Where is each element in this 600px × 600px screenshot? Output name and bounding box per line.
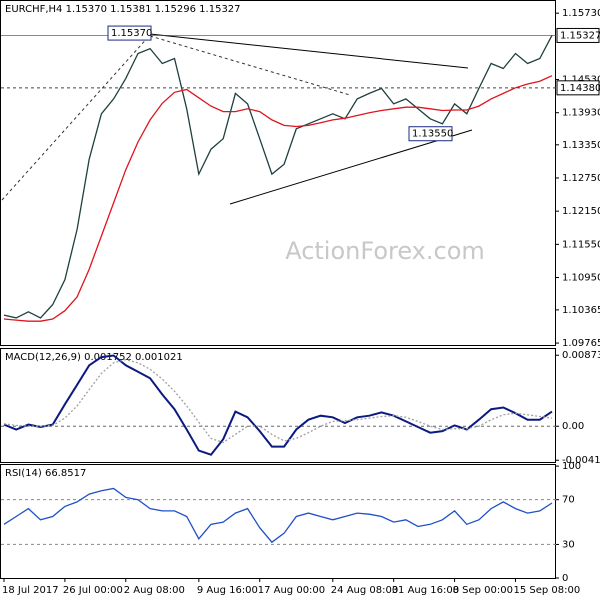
series-line [3,487,553,544]
y-tick-label: 1.11550 [562,239,600,250]
price-label-box [556,80,600,96]
y-tick-label: 1.13930 [562,108,600,119]
rsi-panel [0,464,556,579]
price-label: 1.14380 [560,83,600,94]
trend-line [1,34,151,201]
price-label-box [556,27,600,43]
x-tick-label: 15 Sep 08:00 [513,585,580,596]
x-tick-label: 9 Aug 16:00 [197,585,258,596]
y-tick-label: 1.13350 [562,140,600,151]
series-line [3,358,553,444]
y-tick-label: 0.00 [562,421,584,432]
trend-line [229,129,473,205]
y-tick-label: 1.15730 [562,8,600,19]
x-tick-label: 17 Aug 00:00 [258,585,325,596]
trend-line [149,33,469,69]
watermark: ActionForex.com [285,237,485,265]
x-tick-label: 31 Aug 16:00 [392,585,459,596]
x-tick-label: 26 Jul 00:00 [63,585,123,596]
y-tick-label: 1.14530 [562,75,600,86]
trend-line [149,35,351,96]
y-tick-label: -0.004184 [562,455,600,466]
series-line [3,75,553,322]
annotation-box [107,25,152,41]
chart-title: EURCHF,H4 1.15370 1.15381 1.15296 1.1532… [5,4,241,15]
annotation-label: 1.15370 [111,28,152,39]
x-tick-label: 2 Aug 08:00 [124,585,185,596]
y-tick-label: 70 [562,495,575,506]
y-tick-label: 1.10365 [562,305,600,316]
rsi-title: RSI(14) 66.8517 [5,468,86,479]
x-tick-label: 8 Sep 00:00 [453,585,513,596]
series-line [3,354,553,456]
y-tick-label: 1.10950 [562,273,600,284]
main-panel [0,0,556,346]
price-label: 1.15327 [560,30,600,41]
annotation-label: 1.13550 [412,129,453,140]
y-tick-label: 0.008732 [562,350,600,361]
macd-title: MACD(12,26,9) 0.001752 0.001021 [5,352,183,363]
annotation-box [408,126,453,142]
y-tick-label: 30 [562,539,575,550]
series-line [3,34,553,319]
y-tick-label: 1.12750 [562,173,600,184]
y-tick-label: 100 [562,461,581,472]
y-tick-label: 0 [562,573,568,584]
y-tick-label: 1.12150 [562,206,600,217]
y-tick-label: 1.09765 [562,338,600,349]
x-tick-label: 24 Aug 08:00 [331,585,398,596]
x-tick-label: 18 Jul 2017 [2,585,59,596]
macd-panel [0,348,556,463]
